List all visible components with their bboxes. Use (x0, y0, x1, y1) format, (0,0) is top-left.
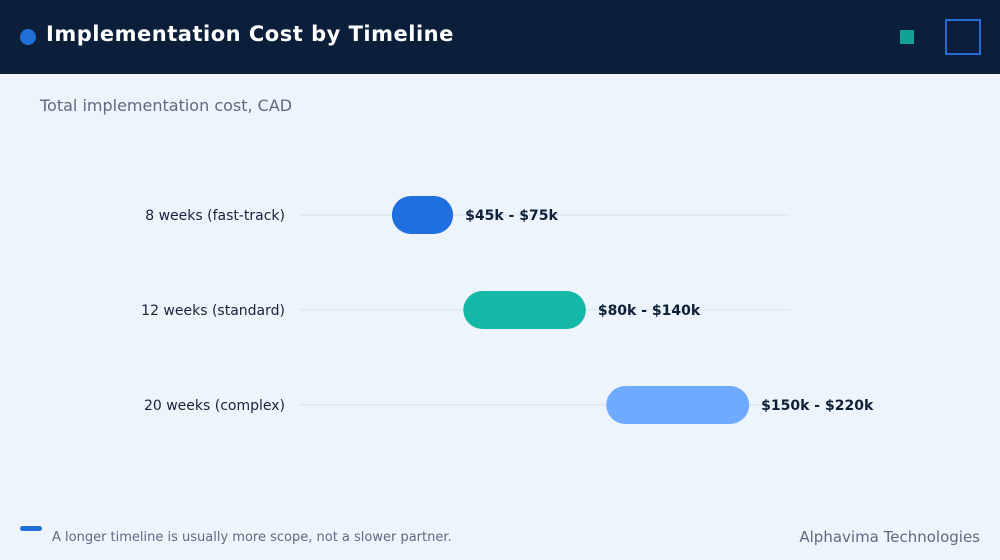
header-dot-icon (20, 29, 36, 45)
header-bar: Implementation Cost by Timeline (0, 0, 1000, 74)
category-label: 8 weeks (fast-track) (145, 208, 285, 224)
range-value-label: $45k - $75k (465, 208, 558, 224)
range-bar (463, 291, 586, 329)
range-bar (606, 386, 750, 424)
square-outline-icon (945, 19, 981, 55)
page-title: Implementation Cost by Timeline (46, 22, 454, 46)
brand-name: Alphavima Technologies (799, 528, 980, 546)
range-bar (391, 196, 454, 234)
category-label: 20 weeks (complex) (144, 398, 285, 414)
footer-accent-mark (20, 526, 42, 531)
footer-note: A longer timeline is usually more scope,… (52, 530, 452, 545)
chart-subtitle: Total implementation cost, CAD (40, 96, 293, 115)
header-square-icon (900, 30, 914, 44)
range-value-label: $150k - $220k (761, 398, 874, 414)
range-value-label: $80k - $140k (598, 303, 701, 319)
category-label: 12 weeks (standard) (141, 303, 285, 319)
range-chart: 8 weeks (fast-track) $45k - $75k 12 weeks … (141, 196, 874, 424)
